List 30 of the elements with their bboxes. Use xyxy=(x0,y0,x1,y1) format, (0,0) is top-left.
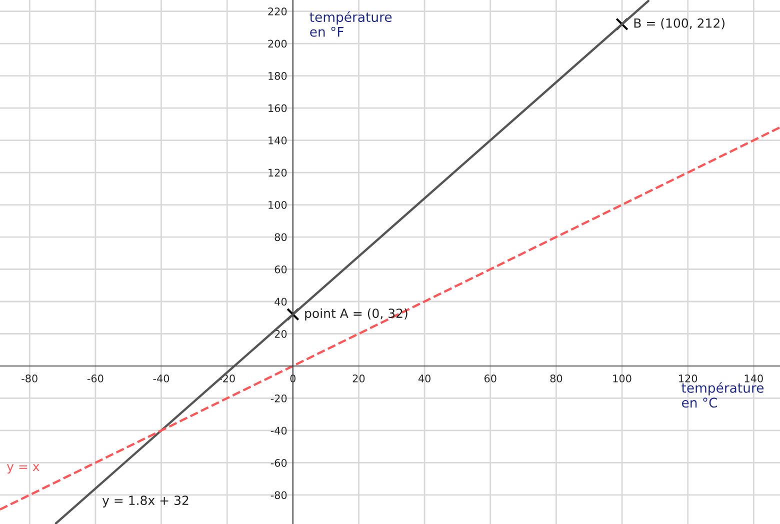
y-tick-label: -20 xyxy=(270,394,287,402)
y-tick-label: 120 xyxy=(268,168,287,177)
y-tick-label: 40 xyxy=(274,298,287,306)
y-tick-label: -40 xyxy=(270,426,287,435)
y-tick-label: 100 xyxy=(268,200,287,209)
y-tick-label: -80 xyxy=(270,491,287,500)
x-tick-label: 40 xyxy=(418,374,430,382)
x-tick-label: 80 xyxy=(550,374,562,382)
x-tick-label: 100 xyxy=(613,374,632,382)
series-label: y = x xyxy=(6,464,40,474)
x-tick-label: 140 xyxy=(744,374,763,382)
y-tick-label: 140 xyxy=(268,136,287,144)
y-tick-label: 180 xyxy=(268,72,287,80)
x-tick-label: 60 xyxy=(484,374,496,382)
y-tick-label: 160 xyxy=(268,104,287,112)
y-tick-label: -60 xyxy=(270,458,287,467)
annotation: B = (100, 212) xyxy=(634,18,724,30)
x-tick-label: 120 xyxy=(679,374,698,382)
x-tick-label: -40 xyxy=(153,374,170,382)
y-tick-label: 220 xyxy=(268,8,287,16)
y-tick-label: 80 xyxy=(274,233,287,242)
x-tick-label: 20 xyxy=(352,374,365,382)
y-axis-title: température en °F xyxy=(310,11,392,37)
y-tick-label: 200 xyxy=(268,40,287,48)
x-tick-label: -80 xyxy=(22,374,38,382)
x-tick-label: -60 xyxy=(87,374,104,382)
y-tick-label: 60 xyxy=(274,265,287,274)
x-axis-title: température en °C xyxy=(682,382,764,408)
series-label: y = 1.8x + 32 xyxy=(102,496,188,508)
y-tick-label: 20 xyxy=(274,330,287,338)
